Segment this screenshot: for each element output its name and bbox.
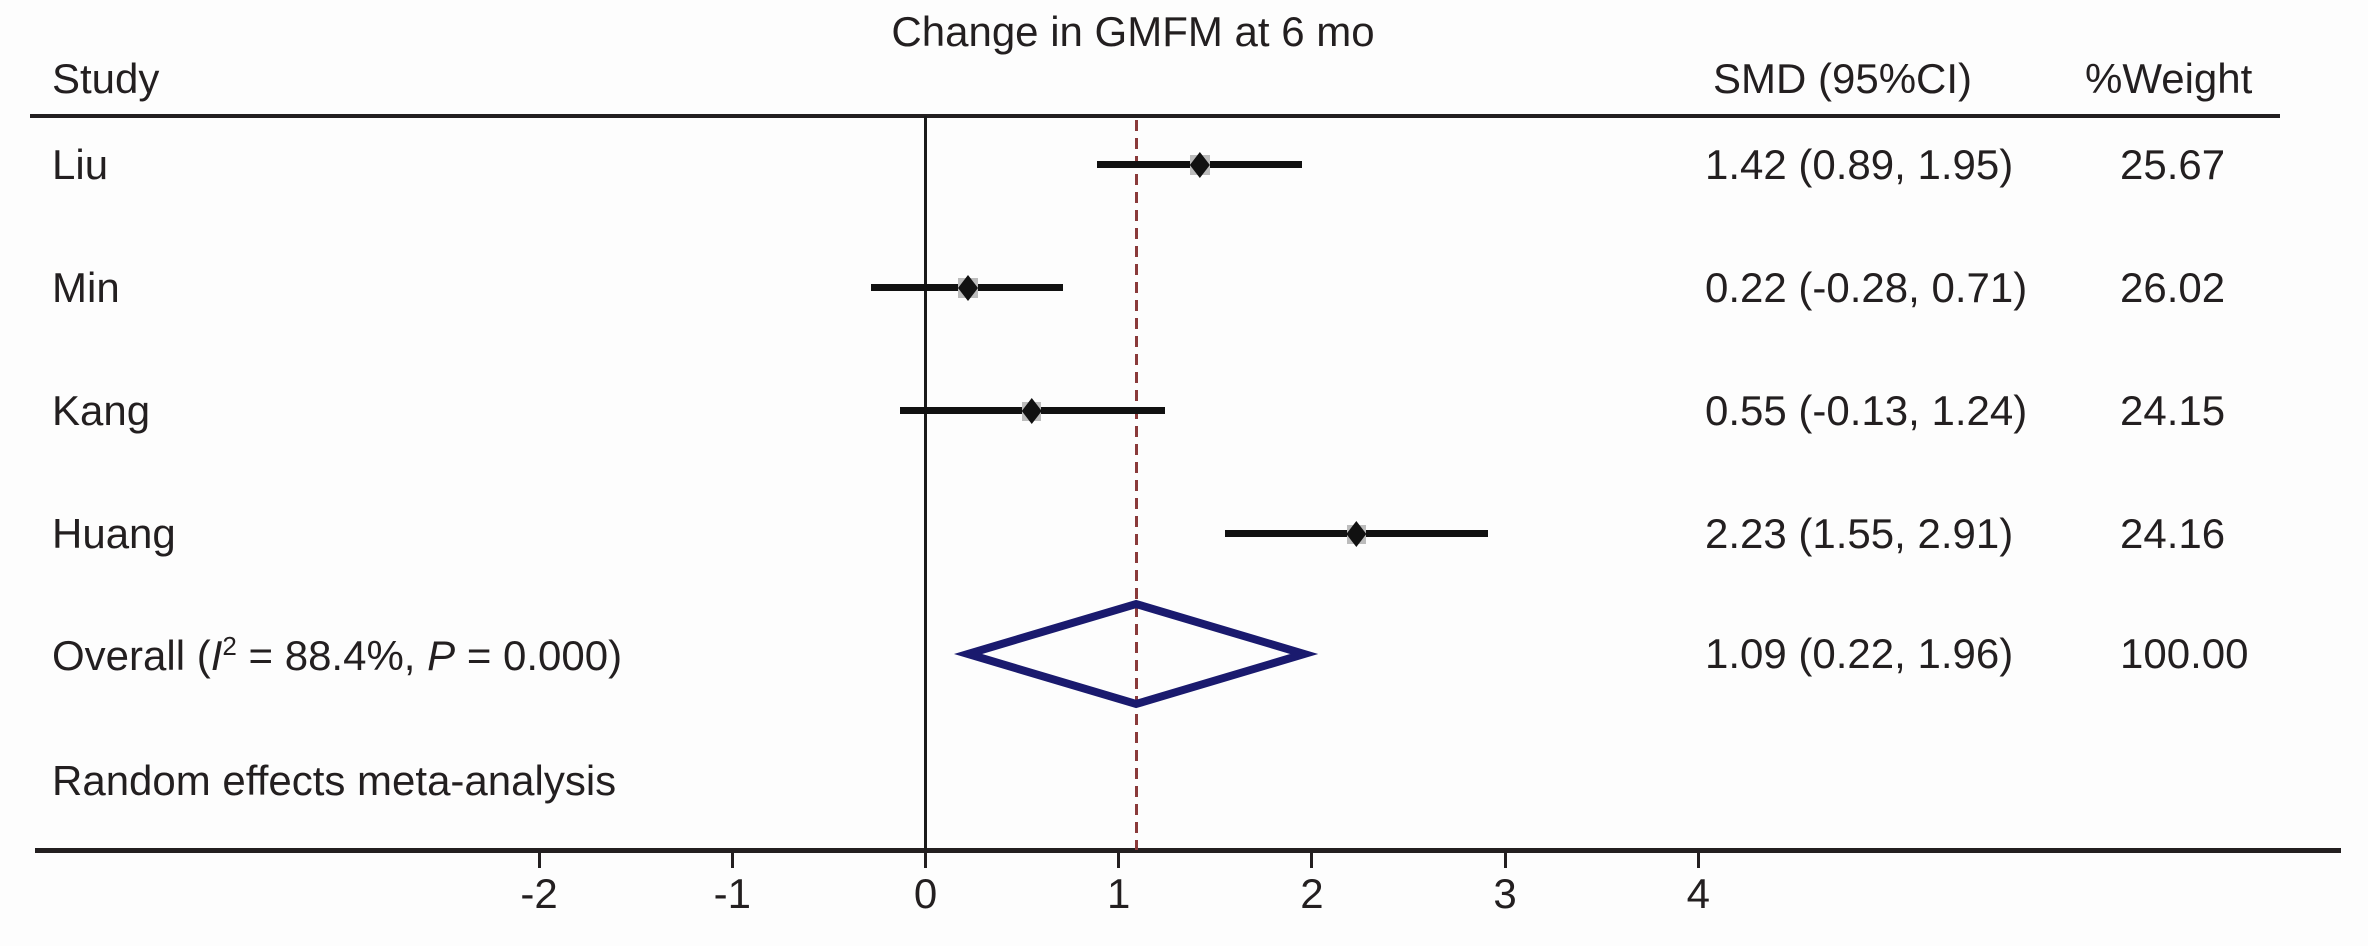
axis-tick-label: 4 — [1686, 870, 1710, 917]
point-estimate-marker — [958, 275, 978, 301]
study-label: Liu — [52, 141, 109, 188]
axis-tick-mark — [1117, 851, 1121, 868]
weight-value: 24.16 — [2120, 510, 2226, 557]
study-label: Kang — [52, 387, 151, 434]
smd-value: 0.55 (-0.13, 1.24) — [1705, 387, 2028, 434]
axis-tick-label: 0 — [913, 870, 938, 917]
axis-tick-label: -2 — [520, 870, 558, 917]
axis-tick-label: 1 — [1107, 870, 1131, 917]
column-header-study: Study — [52, 55, 160, 102]
smd-value: 0.22 (-0.28, 0.71) — [1705, 264, 2028, 311]
axis-tick-mark — [924, 851, 927, 868]
weight-value: 24.15 — [2120, 387, 2226, 434]
model-note: Random effects meta-analysis — [52, 757, 617, 804]
axis-tick-mark — [1310, 851, 1314, 868]
axis-tick-mark — [730, 851, 734, 868]
point-estimate-marker — [1189, 152, 1210, 178]
weight-value: 25.67 — [2120, 141, 2226, 188]
axis-tick-label: 3 — [1493, 870, 1517, 917]
header-rule — [30, 114, 2280, 118]
overall-smd-value: 1.09 (0.22, 1.96) — [1705, 630, 2014, 677]
smd-value: 2.23 (1.55, 2.91) — [1705, 510, 2014, 557]
overall-label: Overall (I2 = 88.4%, P = 0.000) — [52, 631, 623, 679]
weight-value: 26.02 — [2120, 264, 2226, 311]
study-label: Min — [52, 264, 120, 311]
axis-tick-label: -1 — [713, 870, 751, 917]
zero-reference-line — [924, 116, 927, 850]
axis-tick-mark — [537, 851, 541, 868]
x-axis-line — [35, 848, 2341, 853]
column-header-smd: SMD (95%CI) — [1713, 55, 1973, 102]
overall-effect-dashed-line — [1135, 120, 1138, 850]
axis-tick-label: 2 — [1300, 870, 1324, 917]
smd-value: 1.42 (0.89, 1.95) — [1705, 141, 2014, 188]
overall-weight-value: 100.00 — [2120, 630, 2249, 677]
chart-title: Change in GMFM at 6 mo — [891, 8, 1375, 55]
point-estimate-marker — [1021, 398, 1042, 424]
axis-tick-mark — [1503, 851, 1507, 868]
study-label: Huang — [52, 510, 176, 557]
column-header-weight: %Weight — [2085, 55, 2253, 102]
axis-tick-mark — [1696, 851, 1700, 868]
point-estimate-marker — [1346, 521, 1367, 547]
